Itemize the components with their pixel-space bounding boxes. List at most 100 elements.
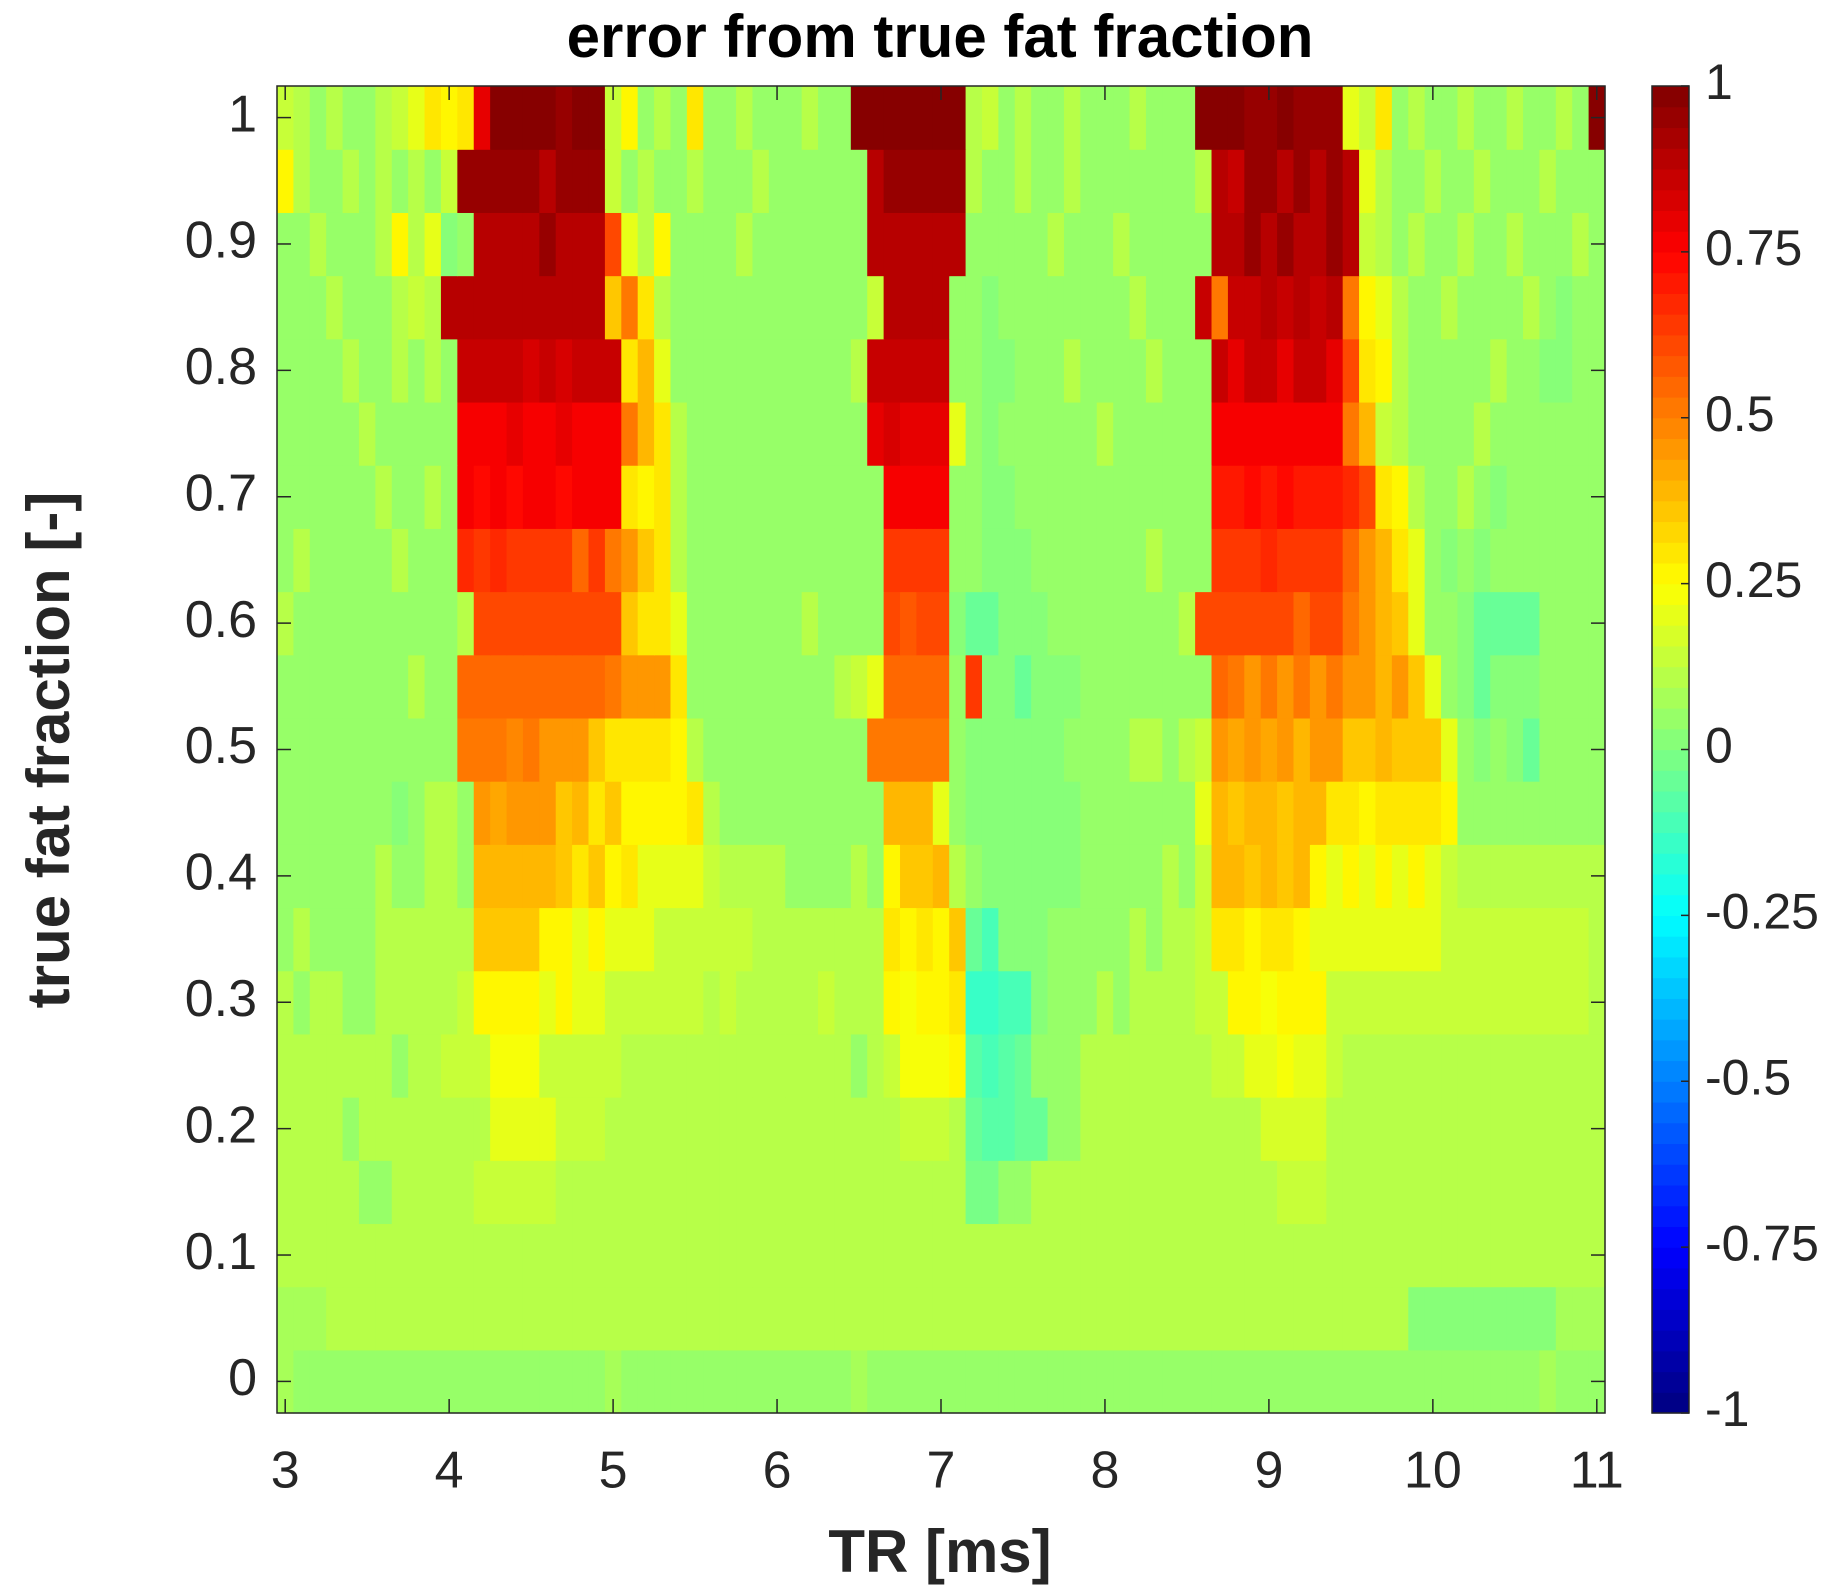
heatmap-cell [834,212,852,277]
heatmap-cell [1506,1160,1524,1225]
heatmap-cell [490,781,508,845]
heatmap-cell [326,1097,344,1161]
heatmap-cell [391,844,409,909]
heatmap-cell [1113,212,1131,277]
heatmap-cell [965,465,983,529]
heatmap-cell [1047,1349,1065,1414]
heatmap-cell [1129,1097,1147,1161]
heatmap-cell [801,1223,819,1288]
heatmap-cell [1473,844,1491,909]
heatmap-cell [457,591,475,656]
heatmap-cell [440,212,458,277]
heatmap-cell [457,86,475,150]
heatmap-cell [326,1286,344,1351]
heatmap-cell [1342,528,1360,593]
heatmap-cell [1277,1349,1295,1414]
heatmap-cell [736,275,754,340]
heatmap-cell [621,907,639,972]
heatmap-cell [949,338,967,403]
heatmap-cell [900,1097,918,1161]
heatmap-cell [1342,465,1360,529]
heatmap-cell [1178,844,1196,909]
heatmap-cell [1309,844,1327,909]
heatmap-cell [801,465,819,529]
heatmap-cell [1342,1286,1360,1351]
heatmap-cell [326,401,344,466]
heatmap-cell [900,1033,918,1098]
heatmap-cell [1309,149,1327,213]
heatmap-cell [736,907,754,972]
heatmap-cell [293,465,311,529]
heatmap-cell [867,1033,885,1098]
heatmap-cell [1588,1286,1606,1351]
heatmap-cell [1359,86,1377,150]
heatmap-cell [736,970,754,1035]
heatmap-cell [358,1223,376,1288]
heatmap-cell [506,591,524,656]
heatmap-cell [1326,1286,1344,1351]
heatmap-cell [752,970,770,1035]
heatmap-cell [1293,212,1311,277]
heatmap-cell [1408,781,1426,845]
heatmap-cell [703,1286,721,1351]
heatmap-cell [818,528,836,593]
heatmap-cell [900,401,918,466]
heatmap-cell [604,1160,622,1225]
heatmap-cell [555,1349,573,1414]
heatmap-cell [1326,1033,1344,1098]
heatmap-cell [883,844,901,909]
heatmap-cell [1145,1160,1163,1225]
heatmap-cell [1359,465,1377,529]
heatmap-cell [342,717,360,782]
heatmap-cell [981,401,999,466]
heatmap-cell [949,528,967,593]
heatmap-cell [965,212,983,277]
heatmap-cell [1490,212,1508,277]
heatmap-cell [949,465,967,529]
heatmap-cell [703,1349,721,1414]
heatmap-cell [834,465,852,529]
heatmap-cell [752,591,770,656]
heatmap-cell [572,86,590,150]
heatmap-cell [1555,86,1573,150]
heatmap-cell [391,212,409,277]
heatmap-cell [1129,528,1147,593]
x-tick-label: 9 [1254,1442,1283,1500]
x-tick-label: 7 [927,1442,956,1500]
heatmap-cell [621,149,639,213]
heatmap-cell [1162,149,1180,213]
colorbar-tick-label: -0.5 [1705,1049,1791,1105]
heatmap-cell [768,338,786,403]
heatmap-cell [375,275,393,340]
heatmap-cell [981,591,999,656]
heatmap-cell [1457,717,1475,782]
heatmap-cell [916,212,934,277]
heatmap-cell [1391,1223,1409,1288]
heatmap-cell [1359,907,1377,972]
heatmap-cell [473,591,491,656]
heatmap-cell [408,1033,426,1098]
heatmap-cell [1178,401,1196,466]
heatmap-cell [686,212,704,277]
heatmap-cell [309,1097,327,1161]
heatmap-cell [1178,86,1196,150]
heatmap-cell [539,149,557,213]
heatmap-cell [309,275,327,340]
heatmap-cell [1375,1286,1393,1351]
heatmap-cell [1473,1349,1491,1414]
heatmap-cell [1391,591,1409,656]
colorbar-step [1652,936,1689,958]
heatmap-cell [1162,907,1180,972]
heatmap-cell [522,338,540,403]
heatmap-cell [277,401,294,466]
heatmap-cell [293,907,311,972]
colorbar-step [1652,438,1689,460]
heatmap-cell [1195,1286,1213,1351]
heatmap-cell [1309,1286,1327,1351]
heatmap-cell [1113,1097,1131,1161]
heatmap-cell [1293,275,1311,340]
colorbar-step [1652,459,1689,481]
heatmap-cell [1424,1097,1442,1161]
heatmap-cell [309,1033,327,1098]
heatmap-cell [785,781,803,845]
